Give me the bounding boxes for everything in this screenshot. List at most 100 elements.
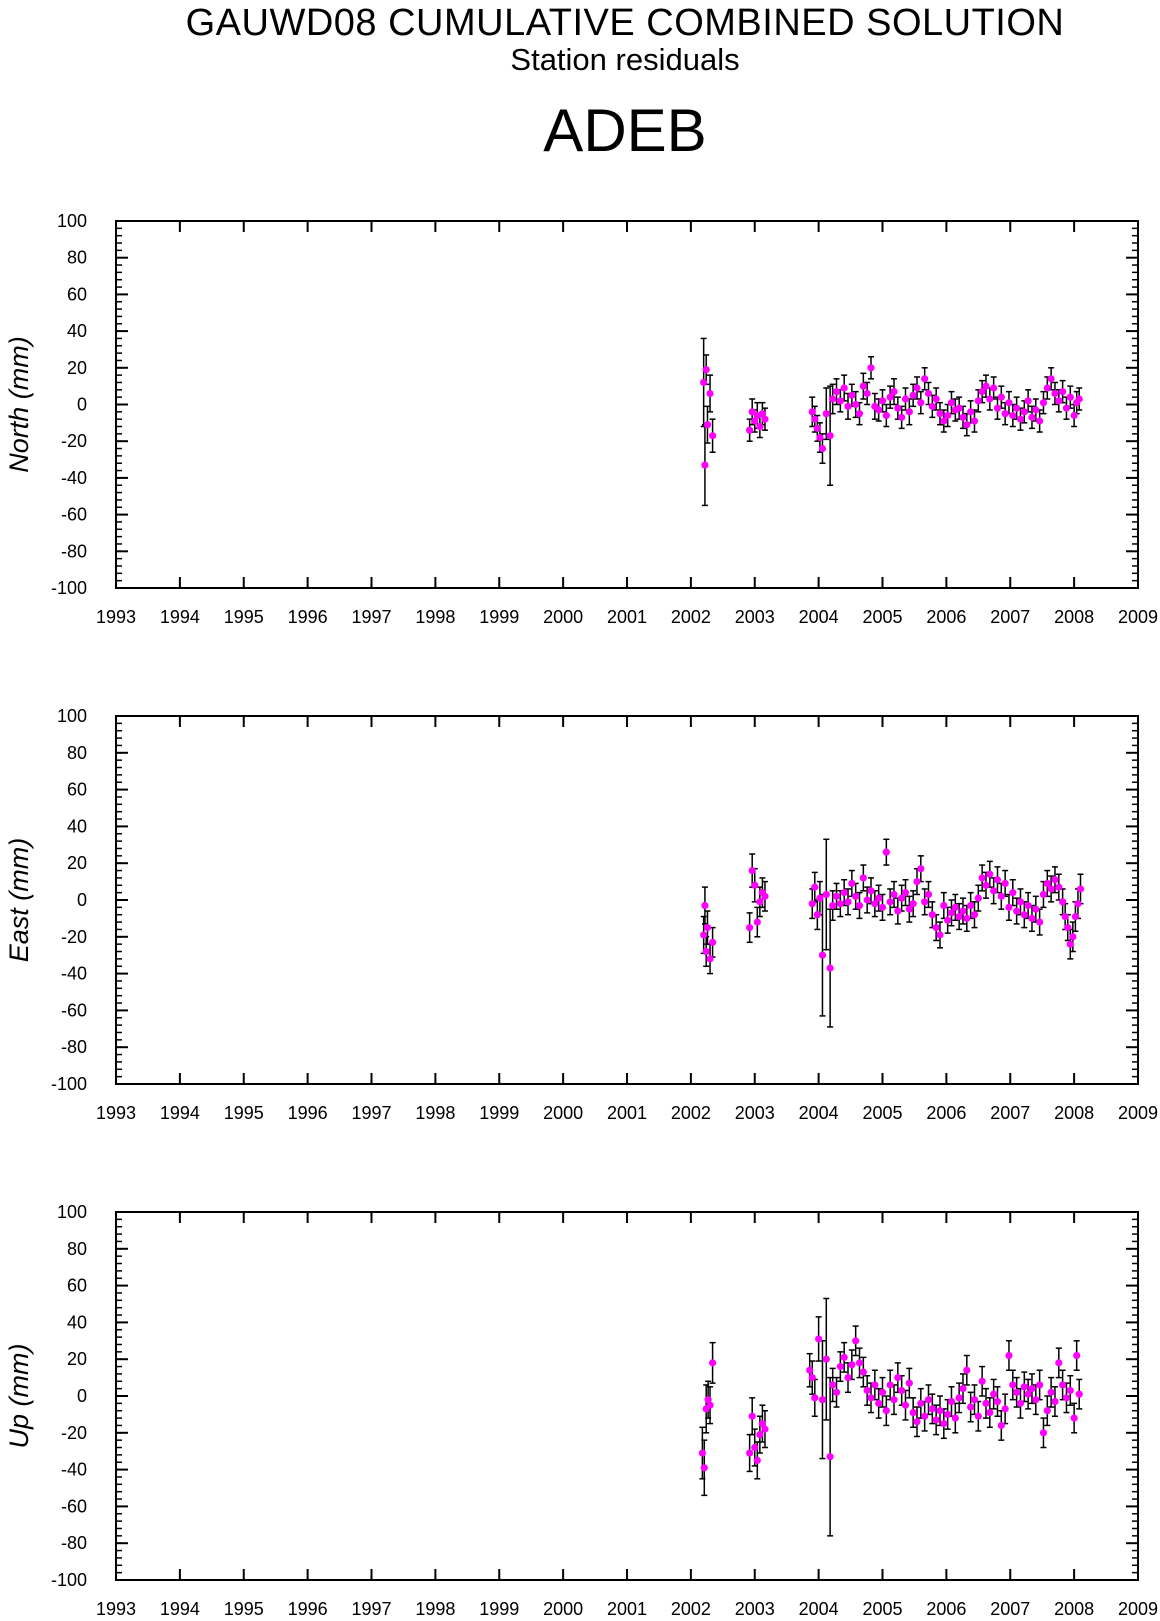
y-axis-label: North (mm) <box>4 336 34 473</box>
data-point <box>878 397 887 405</box>
data-point <box>706 1401 714 1409</box>
data-point <box>917 1399 925 1407</box>
data-point <box>967 408 975 416</box>
data-point <box>886 1381 894 1389</box>
data-point <box>1039 1429 1048 1437</box>
data-point <box>708 1359 717 1367</box>
data-point <box>1009 411 1017 420</box>
x-tick-label: 2003 <box>735 1599 775 1619</box>
data-point <box>1059 388 1067 396</box>
y-tick-label: 0 <box>77 1386 87 1406</box>
x-tick-label: 2004 <box>799 607 839 627</box>
x-tick-label: 2005 <box>862 1103 902 1123</box>
data-point <box>761 892 769 900</box>
data-point <box>970 911 979 919</box>
data-point <box>1013 1388 1021 1396</box>
data-point <box>882 411 890 420</box>
data-point <box>905 1379 913 1387</box>
data-point <box>702 947 710 956</box>
y-tick-label: 40 <box>67 1312 87 1332</box>
data-point <box>748 866 756 875</box>
data-point <box>748 1412 756 1420</box>
data-point <box>700 1464 708 1472</box>
data-point <box>1073 1351 1081 1360</box>
x-tick-label: 1994 <box>160 1599 200 1619</box>
plot-frame <box>115 220 1139 589</box>
data-point <box>974 397 982 405</box>
data-point <box>878 1388 887 1396</box>
data-point <box>997 1421 1005 1430</box>
x-tick-label: 1998 <box>415 1599 455 1619</box>
x-tick-label: 2008 <box>1054 1599 1094 1619</box>
y-tick-label: 80 <box>67 743 87 763</box>
x-tick-label: 2000 <box>543 1103 583 1123</box>
data-point <box>955 1394 963 1402</box>
data-point <box>982 1399 990 1407</box>
x-tick-label: 2004 <box>799 1103 839 1123</box>
data-point <box>822 890 830 899</box>
data-point <box>1032 905 1040 913</box>
data-point <box>1032 406 1040 414</box>
data-point <box>753 918 761 926</box>
data-point <box>758 1420 767 1428</box>
data-point <box>811 415 819 423</box>
data-point <box>863 1386 871 1395</box>
plot-panel: 1993 1994 1995 1996 1997 1998 1999 2000 2001 2002… <box>4 211 1158 627</box>
data-point <box>963 421 971 429</box>
data-point <box>921 898 929 906</box>
data-point <box>970 1396 979 1404</box>
data-point <box>955 404 963 412</box>
data-point <box>982 382 990 390</box>
data-point <box>813 911 821 919</box>
data-point <box>836 1362 844 1371</box>
x-tick-label: 1997 <box>351 1599 391 1619</box>
y-tick-label: 60 <box>67 1276 87 1296</box>
x-tick-label: 2009 <box>1118 607 1158 627</box>
y-tick-label: 40 <box>67 321 87 341</box>
data-point <box>917 399 925 407</box>
x-tick-label: 1995 <box>224 607 264 627</box>
data-point <box>761 1425 769 1433</box>
x-tick-label: 2007 <box>990 607 1030 627</box>
data-point <box>808 408 816 416</box>
y-axis-label: East (mm) <box>4 838 34 963</box>
data-point <box>970 417 979 425</box>
figure-header: GAUWD08 CUMULATIVE COMBINED SOLUTION Sta… <box>0 0 1160 170</box>
data-point <box>1036 417 1044 425</box>
data-point <box>1061 912 1069 921</box>
y-tick-label: -40 <box>61 964 87 984</box>
x-tick-label: 2001 <box>607 1103 647 1123</box>
x-tick-label: 1993 <box>96 1103 136 1123</box>
x-tick-label: 1999 <box>479 1103 519 1123</box>
data-point <box>706 955 714 963</box>
data-point <box>1013 907 1021 915</box>
data-point <box>1055 1359 1063 1367</box>
data-point <box>894 907 902 915</box>
data-point <box>826 1453 834 1461</box>
data-point <box>867 364 875 372</box>
data-point <box>700 378 708 387</box>
data-point <box>832 892 841 900</box>
y-tick-label: 100 <box>57 211 87 231</box>
data-point <box>921 375 929 383</box>
data-point <box>855 1359 864 1367</box>
y-axis-label: Up (mm) <box>4 1344 34 1449</box>
data-point <box>756 898 764 906</box>
data-point <box>1016 415 1025 423</box>
data-point <box>867 887 875 895</box>
x-tick-label: 2008 <box>1054 607 1094 627</box>
data-point <box>982 881 990 889</box>
x-tick-label: 2005 <box>862 607 902 627</box>
data-point <box>967 1403 975 1411</box>
data-point <box>855 410 864 418</box>
x-tick-label: 2002 <box>671 1599 711 1619</box>
y-tick-label: 20 <box>67 1349 87 1369</box>
data-point <box>959 1385 967 1393</box>
data-point <box>944 1410 952 1418</box>
data-point <box>890 1396 898 1404</box>
data-point <box>1070 1414 1078 1422</box>
data-point <box>967 901 975 910</box>
data-point <box>1020 408 1028 416</box>
data-point <box>867 1394 875 1402</box>
